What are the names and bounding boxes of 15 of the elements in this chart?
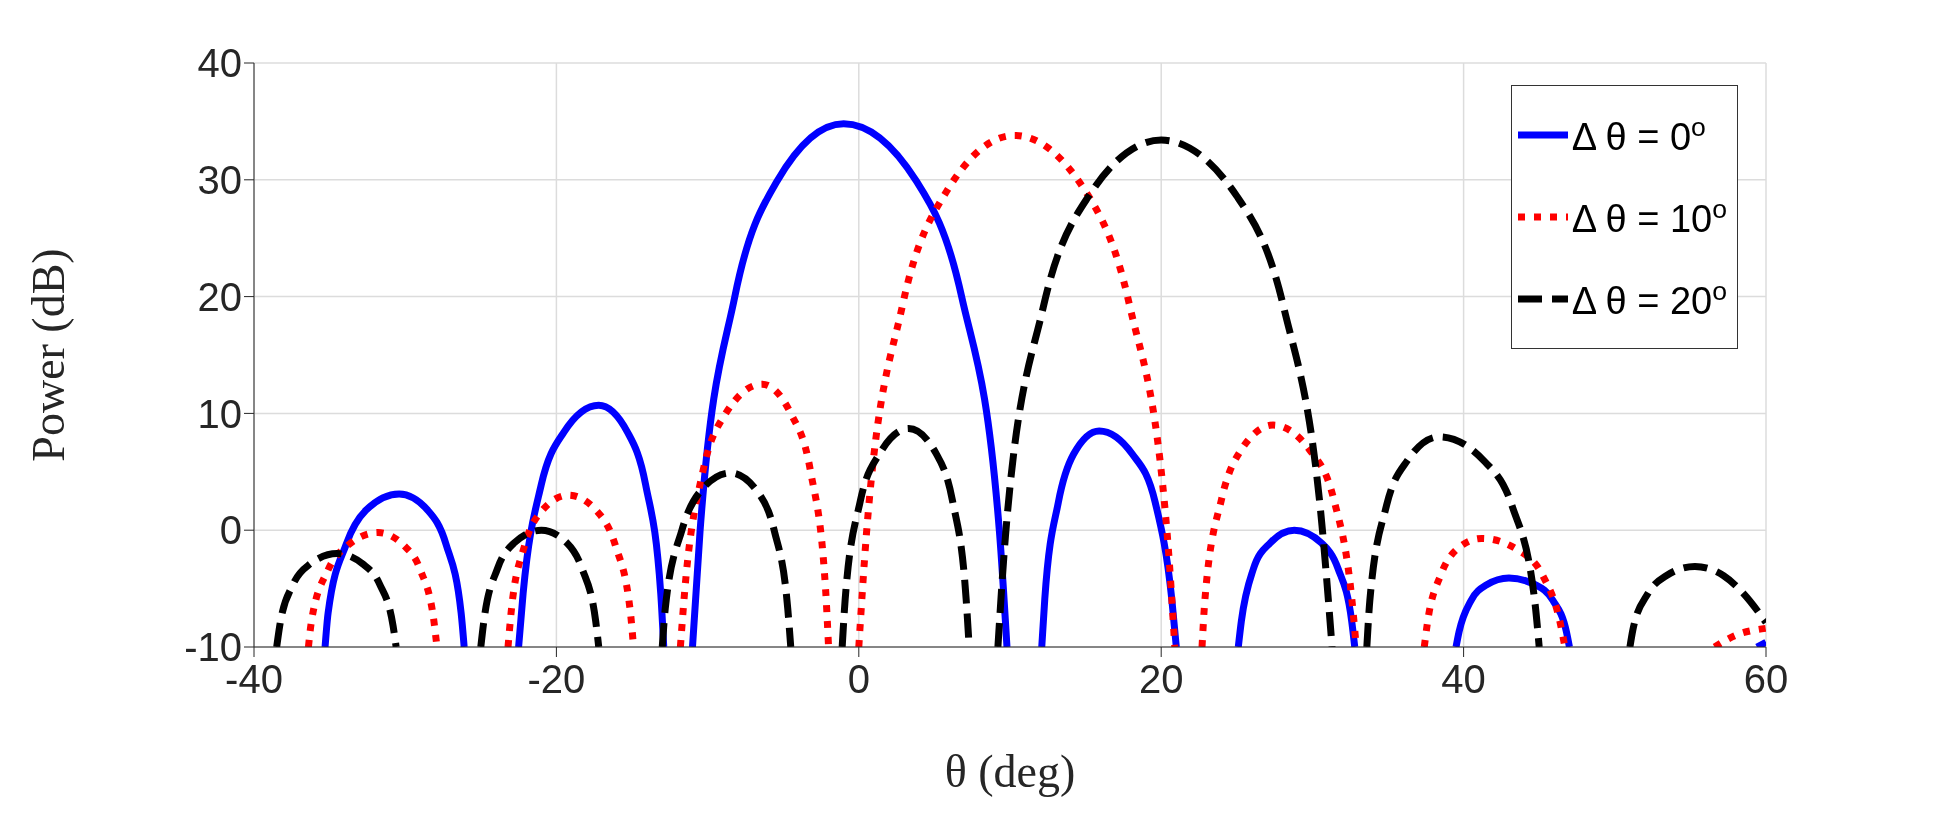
x-tick-label: 40 — [1441, 657, 1486, 702]
x-axis-title: θ (deg) — [944, 746, 1076, 797]
legend-label: Δ θ = 20$^{o}$ — [1571, 275, 1727, 322]
x-tick-label: 20 — [1138, 657, 1184, 702]
legend-label: Δ θ = 0$^{o}$ — [1571, 111, 1706, 158]
y-tick-label: 20 — [197, 274, 242, 319]
x-tick-label: 60 — [1743, 657, 1789, 702]
y-axis-title: Power (dB) — [23, 248, 75, 462]
y-tick-label: 10 — [197, 391, 242, 436]
legend-label: Δ θ = 10$^{o}$ — [1571, 193, 1727, 240]
y-tick-label: 30 — [197, 158, 242, 202]
x-tick-label: 0 — [847, 657, 870, 702]
y-tick-label: 40 — [197, 41, 242, 86]
x-tick-label: -20 — [527, 657, 586, 702]
y-tick-label: 0 — [219, 508, 242, 553]
